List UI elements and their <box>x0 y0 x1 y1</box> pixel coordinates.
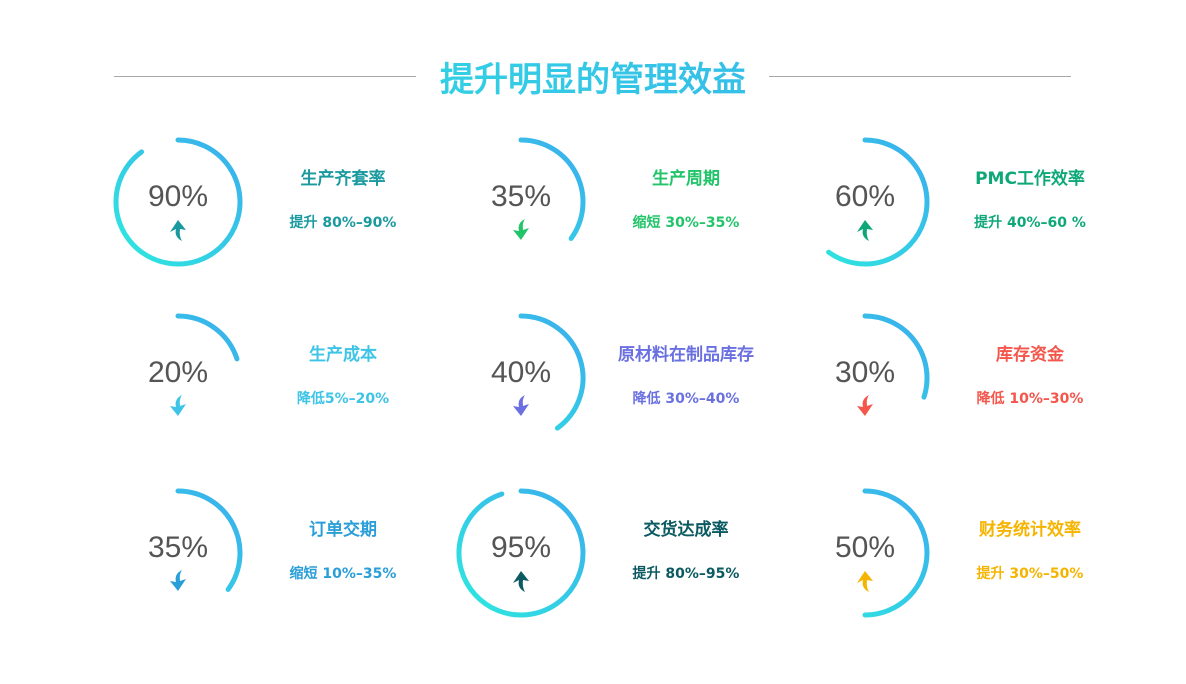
progress-ring <box>518 137 586 241</box>
arrow-down-icon <box>513 395 529 416</box>
percent-value: 40% <box>490 356 552 389</box>
progress-ring <box>862 488 930 618</box>
metric-name: 库存资金 <box>996 345 1064 365</box>
metric-change: 提升 80%–90% <box>289 215 397 231</box>
progress-arc <box>456 488 586 618</box>
progress-ring <box>456 488 586 618</box>
progress-ring <box>826 137 930 267</box>
metric-name: 交货达成率 <box>643 520 729 540</box>
arrow-up-icon <box>857 220 873 241</box>
metric-name: 生产成本 <box>309 345 377 365</box>
progress-arc <box>862 313 930 400</box>
progress-arc <box>175 488 243 592</box>
arrow-down-icon <box>513 219 529 240</box>
arrow-up-icon <box>170 220 186 241</box>
progress-arc <box>518 137 586 241</box>
metric-change: 提升 30%–50% <box>976 566 1084 582</box>
page-title: 提升明显的管理效益 <box>0 52 1186 101</box>
metric-name: 原材料在制品库存 <box>618 345 754 365</box>
percent-value: 35% <box>490 180 552 213</box>
metric-card: 50% 财务统计效率 提升 30%–50% <box>795 483 1135 633</box>
percent-value: 90% <box>147 180 209 213</box>
metric-card: 60% PMC工作效率 提升 40%–60 % <box>795 132 1135 282</box>
metric-card: 20% 生产成本 降低5%–20% <box>108 308 448 458</box>
progress-arc <box>518 313 586 431</box>
metric-change: 降低5%–20% <box>296 391 390 407</box>
progress-ring <box>518 313 586 431</box>
percent-value: 35% <box>147 531 209 564</box>
metric-card: 35% 订单交期 缩短 10%–35% <box>108 483 448 633</box>
metric-name: 订单交期 <box>309 520 377 540</box>
arrow-up-icon <box>513 571 529 592</box>
arrow-down-icon <box>170 395 186 416</box>
metric-change: 降低 30%–40% <box>632 391 740 407</box>
progress-ring <box>862 313 930 400</box>
metric-change: 降低 10%–30% <box>976 391 1084 407</box>
arrow-down-icon <box>857 395 873 416</box>
progress-arc <box>175 313 240 362</box>
metric-card: 40% 原材料在制品库存 降低 30%–40% <box>451 308 791 458</box>
title-divider-right <box>769 76 1071 77</box>
metric-change: 提升 40%–60 % <box>974 215 1086 231</box>
metric-card: 90% 生产齐套率 提升 80%–90% <box>108 132 448 282</box>
metric-change: 提升 80%–95% <box>632 566 740 582</box>
metric-name: 生产齐套率 <box>300 169 386 189</box>
metric-card: 95% 交货达成率 提升 80%–95% <box>451 483 791 633</box>
percent-value: 30% <box>834 356 896 389</box>
metric-card: 35% 生产周期 缩短 30%–35% <box>451 132 791 282</box>
metric-name: 财务统计效率 <box>979 520 1081 540</box>
percent-value: 20% <box>147 356 209 389</box>
title-divider-left <box>114 76 416 77</box>
metric-change: 缩短 30%–35% <box>632 215 740 231</box>
progress-arc <box>862 488 930 618</box>
metric-name: 生产周期 <box>652 169 720 189</box>
percent-value: 95% <box>490 531 552 564</box>
progress-ring <box>113 137 243 267</box>
metric-change: 缩短 10%–35% <box>289 566 397 582</box>
percent-value: 60% <box>834 180 896 213</box>
arrow-down-icon <box>170 570 186 591</box>
progress-arc <box>113 137 243 267</box>
metric-card: 30% 库存资金 降低 10%–30% <box>795 308 1135 458</box>
arrow-up-icon <box>857 571 873 592</box>
progress-ring <box>175 488 243 592</box>
progress-ring <box>175 313 240 362</box>
metric-name: PMC工作效率 <box>975 169 1085 189</box>
percent-value: 50% <box>834 531 896 564</box>
progress-arc <box>826 137 930 267</box>
